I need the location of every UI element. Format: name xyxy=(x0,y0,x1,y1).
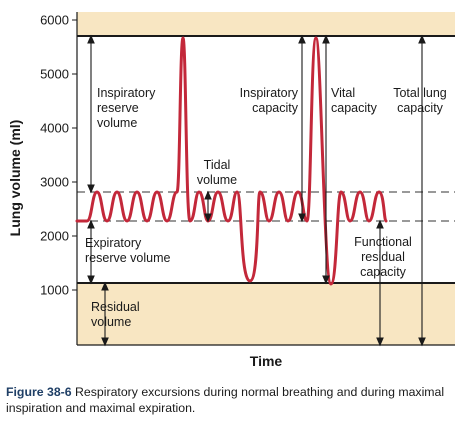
tidal-volume-label-line: volume xyxy=(197,173,237,187)
y-axis-title: Lung volume (ml) xyxy=(7,120,23,237)
y-tick-label: 3000 xyxy=(40,175,69,190)
total-lung-capacity-label-line: capacity xyxy=(397,101,444,115)
functional-residual-label-line: capacity xyxy=(360,265,407,279)
figure-caption-text: Respiratory excursions during normal bre… xyxy=(6,385,445,415)
expiratory-reserve-arrow xyxy=(87,219,95,285)
y-tick-label: 4000 xyxy=(40,121,69,136)
total-lung-capacity-arrow xyxy=(418,34,426,347)
total-lung-capacity-label-line: Total lung xyxy=(393,86,447,100)
tidal-volume-label-line: Tidal xyxy=(204,158,231,172)
vital-capacity-arrow xyxy=(322,34,330,285)
y-ticks: 6000 5000 4000 3000 2000 1000 xyxy=(40,13,77,298)
figure-caption: Figure 38-6 Respiratory excursions durin… xyxy=(6,384,462,416)
functional-residual-label-line: Functional xyxy=(354,235,412,249)
figure-number: Figure 38-6 xyxy=(6,385,72,399)
y-tick-label: 5000 xyxy=(40,67,69,82)
vital-capacity-label-line: Vital xyxy=(331,86,355,100)
inspiratory-capacity-label-line: Inspiratory xyxy=(240,86,299,100)
measurement-arrows xyxy=(87,34,426,347)
y-tick-label: 2000 xyxy=(40,229,69,244)
y-tick-label: 6000 xyxy=(40,13,69,28)
vital-capacity-label-line: capacity xyxy=(331,101,378,115)
residual-volume-arrow xyxy=(101,281,109,347)
residual-volume-label-line: volume xyxy=(91,315,131,329)
y-tick-label: 1000 xyxy=(40,283,69,298)
inspiratory-reserve-label-line: volume xyxy=(97,116,137,130)
functional-residual-arrow xyxy=(376,219,384,347)
residual-volume-band xyxy=(77,283,455,345)
inspiratory-capacity-label-line: capacity xyxy=(252,101,299,115)
region-labels: Inspiratory reserve volume Tidal volume … xyxy=(85,86,447,329)
inspiratory-reserve-label-line: reserve xyxy=(97,101,139,115)
tidal-volume-arrow xyxy=(204,190,212,223)
functional-residual-label-line: residual xyxy=(361,250,405,264)
lung-volume-diagram: 6000 5000 4000 3000 2000 1000 Lung volum… xyxy=(7,12,455,369)
inspiratory-reserve-arrow xyxy=(87,34,95,194)
expiratory-reserve-label-line: reserve volume xyxy=(85,251,170,265)
x-axis-title: Time xyxy=(250,353,283,369)
residual-volume-label-line: Residual xyxy=(91,300,140,314)
inspiratory-capacity-arrow xyxy=(298,34,306,223)
expiratory-reserve-label-line: Expiratory xyxy=(85,236,142,250)
lung-volume-trace xyxy=(75,36,388,286)
total-capacity-band xyxy=(77,12,455,36)
inspiratory-reserve-label-line: Inspiratory xyxy=(97,86,156,100)
